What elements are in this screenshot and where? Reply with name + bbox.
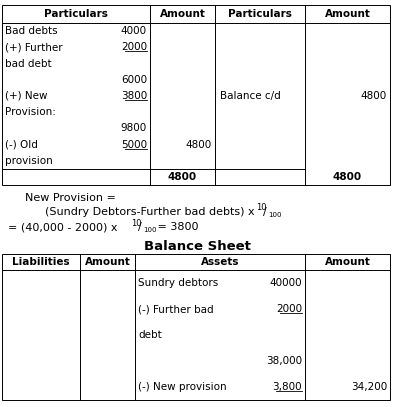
Text: 2000: 2000 (121, 42, 147, 53)
Text: 40000: 40000 (269, 278, 302, 288)
Text: 4800: 4800 (186, 140, 212, 150)
Bar (2, 254, 390, 400)
Text: Amount: Amount (325, 257, 371, 267)
Text: 100: 100 (143, 227, 156, 233)
Text: (Sundry Debtors-Further bad debts) x: (Sundry Debtors-Further bad debts) x (45, 207, 258, 217)
Text: 3800: 3800 (121, 91, 147, 101)
Text: Assets: Assets (201, 257, 239, 267)
Text: 6000: 6000 (121, 75, 147, 85)
Text: (-) Further bad: (-) Further bad (138, 304, 214, 314)
Text: Balance Sheet: Balance Sheet (143, 239, 250, 252)
Text: Particulars: Particulars (44, 9, 108, 19)
Text: Balance c/d: Balance c/d (220, 91, 281, 101)
Text: Sundry debtors: Sundry debtors (138, 278, 218, 288)
Text: 4800: 4800 (168, 172, 197, 182)
Text: 38,000: 38,000 (266, 356, 302, 366)
Text: 10: 10 (131, 219, 141, 228)
Text: Bad debts: Bad debts (5, 26, 58, 36)
Text: (+) New: (+) New (5, 91, 47, 101)
Text: Amount: Amount (160, 9, 205, 19)
Text: 3,800: 3,800 (273, 382, 302, 392)
Text: (-) Old: (-) Old (5, 140, 38, 150)
Text: debt: debt (138, 330, 162, 340)
Text: Liabilities: Liabilities (12, 257, 70, 267)
Text: 10: 10 (256, 204, 267, 212)
Text: 100: 100 (268, 212, 282, 218)
Bar (2, 5, 390, 185)
Text: 2000: 2000 (276, 304, 302, 314)
Text: provision: provision (5, 156, 53, 166)
Text: Particulars: Particulars (228, 9, 292, 19)
Text: 34,200: 34,200 (351, 382, 387, 392)
Text: Provision:: Provision: (5, 107, 56, 117)
Text: (+) Further: (+) Further (5, 42, 63, 53)
Text: = 3800: = 3800 (154, 222, 199, 232)
Text: 9800: 9800 (121, 123, 147, 133)
Text: /: / (138, 222, 142, 232)
Text: /: / (263, 207, 267, 217)
Text: Amount: Amount (85, 257, 130, 267)
Text: New Provision =: New Provision = (25, 193, 116, 203)
Text: 4800: 4800 (333, 172, 362, 182)
Text: bad debt: bad debt (5, 59, 52, 68)
Text: 5000: 5000 (121, 140, 147, 150)
Text: = (40,000 - 2000) x: = (40,000 - 2000) x (8, 222, 121, 232)
Text: 4000: 4000 (121, 26, 147, 36)
Text: Amount: Amount (325, 9, 371, 19)
Text: 4800: 4800 (361, 91, 387, 101)
Text: (-) New provision: (-) New provision (138, 382, 227, 392)
